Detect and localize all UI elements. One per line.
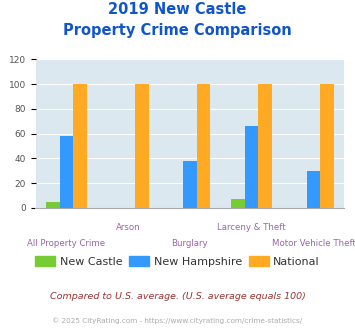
Bar <box>183 161 197 208</box>
Text: Compared to U.S. average. (U.S. average equals 100): Compared to U.S. average. (U.S. average … <box>50 292 305 301</box>
Bar <box>135 84 148 208</box>
Bar <box>60 136 73 208</box>
Bar <box>231 199 245 208</box>
Bar <box>73 84 87 208</box>
Legend: New Castle, New Hampshire, National: New Castle, New Hampshire, National <box>31 251 324 271</box>
Bar <box>258 84 272 208</box>
Text: All Property Crime: All Property Crime <box>27 239 105 248</box>
Bar <box>46 202 60 208</box>
Text: Larceny & Theft: Larceny & Theft <box>217 223 286 232</box>
Bar <box>307 171 320 208</box>
Text: Property Crime Comparison: Property Crime Comparison <box>63 23 292 38</box>
Text: © 2025 CityRating.com - https://www.cityrating.com/crime-statistics/: © 2025 CityRating.com - https://www.city… <box>53 317 302 324</box>
Bar <box>197 84 210 208</box>
Text: Motor Vehicle Theft: Motor Vehicle Theft <box>272 239 355 248</box>
Bar <box>320 84 334 208</box>
Bar <box>245 126 258 208</box>
Text: Arson: Arson <box>116 223 141 232</box>
Text: 2019 New Castle: 2019 New Castle <box>108 2 247 16</box>
Text: Burglary: Burglary <box>171 239 208 248</box>
